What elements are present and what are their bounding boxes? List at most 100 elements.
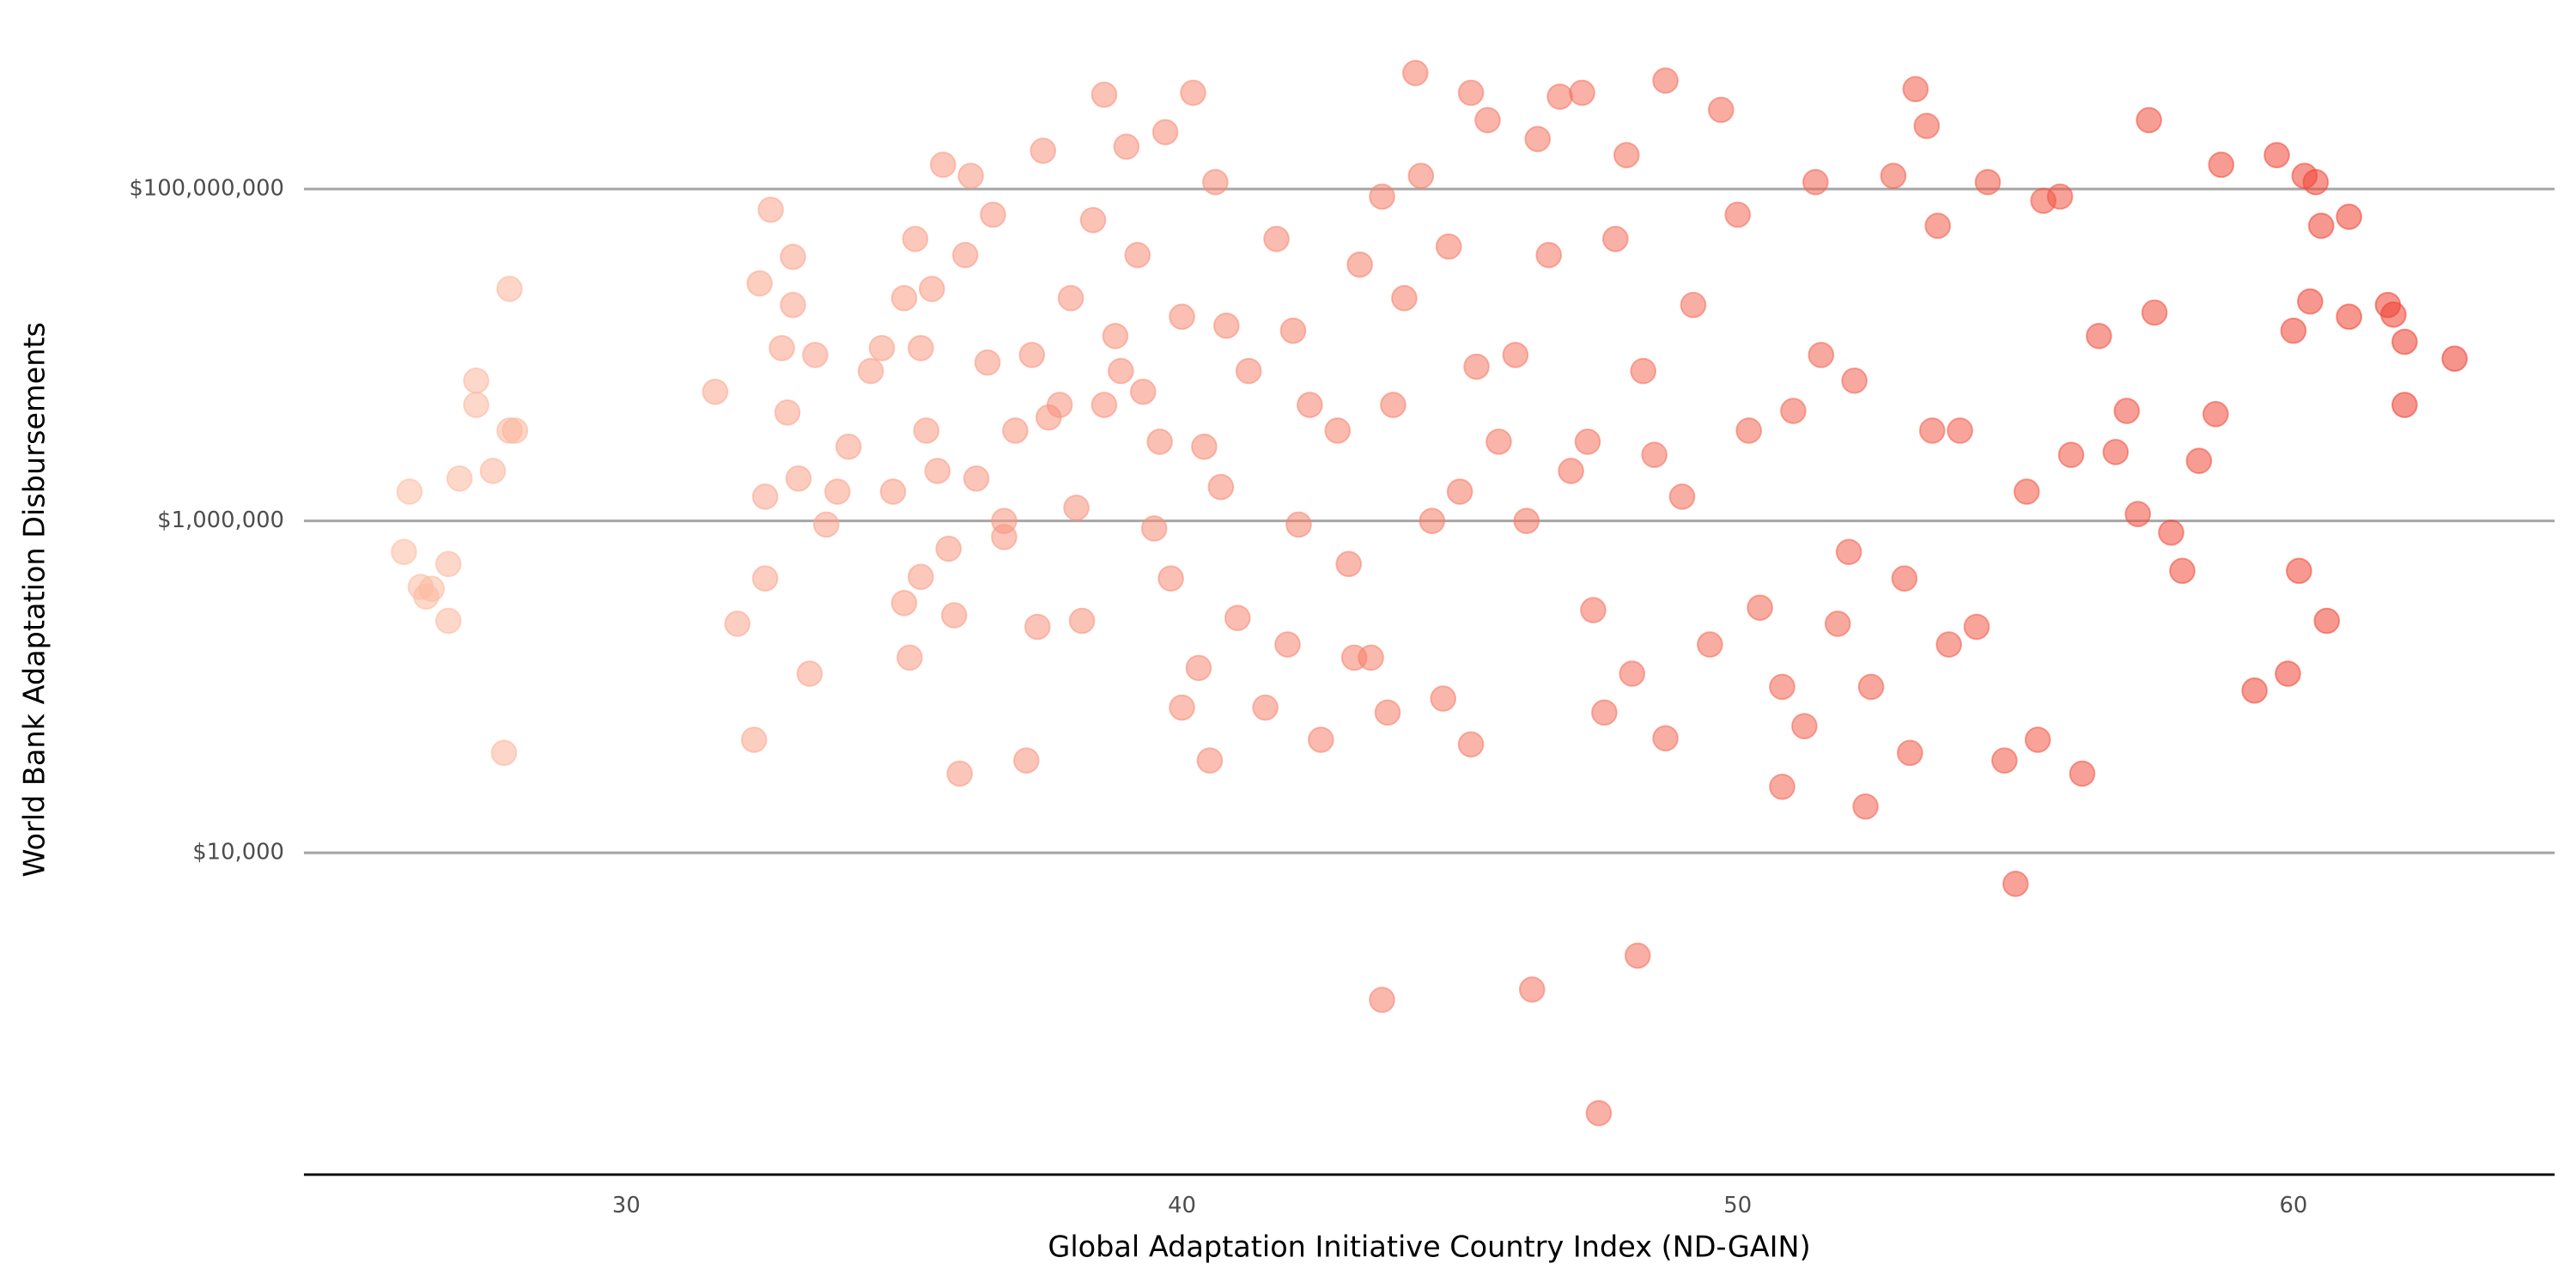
point	[1630, 357, 1657, 385]
point	[751, 565, 779, 592]
point	[2380, 301, 2407, 328]
point	[1463, 353, 1490, 380]
point	[1402, 59, 1429, 87]
point	[780, 243, 806, 270]
point	[1030, 137, 1057, 164]
point	[1963, 613, 1990, 641]
point	[434, 607, 462, 635]
point	[991, 507, 1018, 534]
point	[1202, 168, 1229, 196]
point	[896, 644, 923, 671]
point	[463, 392, 489, 418]
point	[1485, 428, 1512, 455]
point	[2297, 288, 2324, 315]
point	[757, 196, 784, 223]
point	[1457, 79, 1485, 106]
point	[1185, 654, 1212, 682]
point	[1335, 550, 1363, 578]
point	[434, 550, 462, 578]
point	[1046, 392, 1073, 418]
point	[1474, 106, 1501, 134]
point	[2336, 204, 2362, 230]
point	[1157, 565, 1184, 592]
point	[940, 602, 968, 629]
point	[1569, 79, 1595, 106]
point	[1369, 987, 1395, 1013]
point	[2057, 441, 2085, 469]
point	[1068, 607, 1096, 635]
point	[2280, 317, 2307, 344]
point	[813, 511, 840, 538]
point	[1680, 291, 1707, 319]
point	[391, 538, 417, 566]
point	[1841, 368, 1868, 394]
point	[774, 399, 801, 426]
point	[740, 726, 768, 753]
point	[1880, 162, 1907, 190]
point	[1857, 673, 1885, 701]
point	[908, 335, 934, 361]
y-axis-title: World Bank Adaptation Disbursements	[18, 322, 52, 878]
point	[1518, 976, 1546, 1003]
point	[1535, 241, 1562, 269]
point	[1546, 83, 1573, 110]
point	[463, 368, 489, 394]
point	[1918, 417, 1946, 444]
x-axis-title: Global Adaptation Initiative Country Ind…	[1048, 1230, 1810, 1264]
point	[1457, 731, 1485, 758]
point	[769, 335, 795, 361]
point	[924, 458, 951, 484]
point	[1274, 631, 1301, 658]
point	[1324, 417, 1352, 444]
point	[2241, 677, 2268, 704]
point	[446, 465, 473, 492]
point	[2185, 447, 2213, 475]
y-tick-label: $1,000,000	[157, 507, 284, 533]
point	[1430, 685, 1457, 712]
point	[1169, 694, 1195, 721]
point	[1057, 284, 1084, 312]
point	[1374, 699, 1401, 726]
point	[1063, 495, 1090, 521]
point	[1668, 483, 1696, 510]
point	[2202, 400, 2229, 428]
point	[1196, 747, 1224, 774]
point	[2391, 328, 2418, 355]
point	[1146, 428, 1173, 455]
x-tick-label: 40	[1168, 1193, 1196, 1218]
point	[1613, 142, 1640, 168]
point	[1024, 613, 1051, 641]
point	[1580, 597, 1607, 623]
point	[1652, 725, 1679, 752]
point	[1235, 357, 1262, 385]
point	[2013, 478, 2040, 505]
point	[957, 162, 984, 190]
point	[1585, 1100, 1613, 1127]
point	[2141, 299, 2168, 326]
point	[1369, 183, 1395, 210]
point	[1151, 118, 1179, 146]
point	[951, 241, 979, 269]
point	[1513, 507, 1540, 534]
point	[1002, 417, 1029, 444]
point	[857, 357, 884, 385]
point	[1802, 168, 1829, 196]
point	[2307, 212, 2335, 240]
point	[2169, 557, 2196, 585]
point	[868, 335, 896, 361]
point	[1263, 225, 1290, 252]
point	[1213, 313, 1240, 339]
point	[1558, 458, 1584, 484]
point	[501, 417, 529, 444]
point	[746, 270, 773, 297]
point	[1780, 398, 1807, 424]
point	[946, 760, 973, 787]
point	[1391, 284, 1418, 312]
point	[2124, 501, 2152, 527]
point	[2391, 392, 2418, 418]
point	[1502, 342, 1529, 368]
point	[1835, 538, 1862, 566]
point	[1852, 793, 1879, 820]
points	[391, 59, 2468, 1127]
